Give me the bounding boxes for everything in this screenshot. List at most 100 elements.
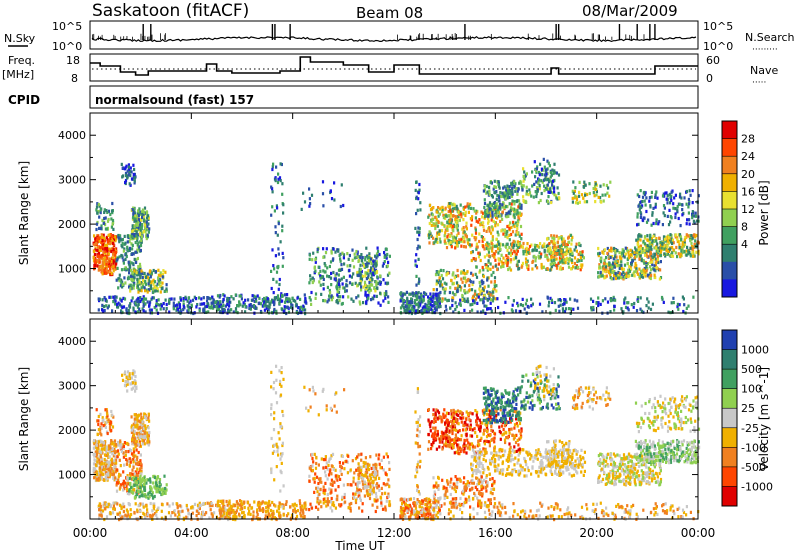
data-cell — [628, 269, 632, 273]
data-cell — [612, 246, 615, 251]
data-cell — [442, 216, 445, 220]
data-cell — [577, 252, 580, 256]
data-cell — [648, 276, 651, 280]
data-cell — [368, 278, 371, 282]
data-cell — [517, 214, 520, 218]
data-cell — [460, 244, 463, 248]
data-cell — [282, 256, 285, 260]
data-cell — [112, 220, 115, 224]
data-cell — [630, 249, 634, 253]
data-cell — [376, 275, 379, 279]
data-cell — [641, 275, 645, 279]
data-cell — [137, 450, 140, 455]
data-cell — [606, 191, 609, 195]
data-cell — [664, 191, 667, 195]
data-cell — [455, 281, 459, 285]
data-cell — [408, 300, 411, 304]
data-cell — [106, 243, 109, 247]
data-cell — [570, 267, 573, 271]
data-cell — [648, 242, 652, 246]
data-cell — [456, 241, 459, 245]
data-cell — [100, 476, 103, 480]
data-cell — [142, 428, 145, 432]
data-cell — [646, 243, 649, 248]
data-cell — [662, 211, 665, 215]
data-cell — [134, 420, 137, 424]
data-cell — [271, 190, 274, 194]
data-cell — [152, 278, 155, 282]
data-cell — [661, 223, 664, 227]
data-cell — [504, 230, 507, 235]
data-cell — [488, 201, 492, 205]
data-cell — [487, 204, 490, 208]
data-cell — [135, 258, 138, 262]
data-cell — [607, 271, 611, 275]
data-cell — [99, 208, 102, 212]
data-cell — [134, 250, 137, 254]
data-cell — [534, 264, 537, 268]
data-cell — [371, 273, 374, 277]
data-cell — [103, 236, 106, 241]
data-cell — [640, 234, 643, 238]
data-cell — [145, 417, 148, 421]
data-cell — [138, 225, 141, 229]
data-cell — [102, 267, 105, 271]
data-cell — [168, 301, 171, 305]
data-cell — [468, 238, 471, 242]
data-cell — [133, 276, 136, 280]
data-cell — [184, 295, 187, 299]
data-cell — [133, 219, 136, 223]
data-cell — [100, 422, 103, 426]
data-cell — [427, 295, 430, 299]
data-cell — [451, 209, 454, 213]
data-cell — [612, 295, 615, 299]
data-cell — [558, 298, 562, 302]
data-cell — [95, 475, 98, 479]
data-cell — [486, 290, 489, 294]
data-cell — [624, 252, 627, 256]
data-cell — [99, 469, 102, 473]
data-cell — [692, 252, 695, 256]
data-cell — [338, 282, 341, 286]
data-cell — [671, 241, 674, 245]
data-cell — [611, 298, 614, 302]
data-cell — [411, 306, 414, 311]
data-cell — [516, 189, 519, 193]
data-cell — [671, 245, 674, 250]
data-cell — [276, 180, 280, 185]
data-cell — [97, 414, 100, 419]
data-cell — [681, 213, 684, 217]
data-cell — [359, 256, 362, 260]
data-cell — [359, 302, 362, 306]
data-cell — [132, 386, 135, 390]
data-cell — [105, 453, 108, 458]
data-cell — [451, 273, 454, 277]
data-cell — [547, 195, 550, 199]
data-cell — [454, 301, 457, 305]
data-cell — [348, 274, 351, 278]
data-cell — [111, 209, 114, 213]
data-cell — [304, 300, 307, 304]
data-cell — [557, 191, 560, 196]
data-cell — [153, 305, 156, 310]
data-cell — [275, 280, 278, 284]
data-cell — [501, 211, 504, 215]
data-cell — [360, 259, 363, 263]
data-cell — [409, 310, 412, 314]
data-cell — [109, 273, 112, 277]
data-cell — [140, 432, 143, 436]
data-cell — [497, 251, 500, 255]
data-cell — [206, 299, 209, 303]
data-cell — [449, 306, 452, 310]
data-cell — [494, 264, 497, 268]
data-cell — [202, 296, 205, 300]
data-cell — [134, 310, 137, 314]
data-cell — [134, 389, 137, 393]
data-cell — [132, 450, 136, 454]
data-cell — [415, 212, 418, 216]
data-cell — [172, 301, 175, 305]
data-cell — [537, 181, 540, 185]
data-cell — [132, 433, 135, 437]
data-cell — [658, 236, 661, 240]
data-cell — [486, 298, 489, 302]
